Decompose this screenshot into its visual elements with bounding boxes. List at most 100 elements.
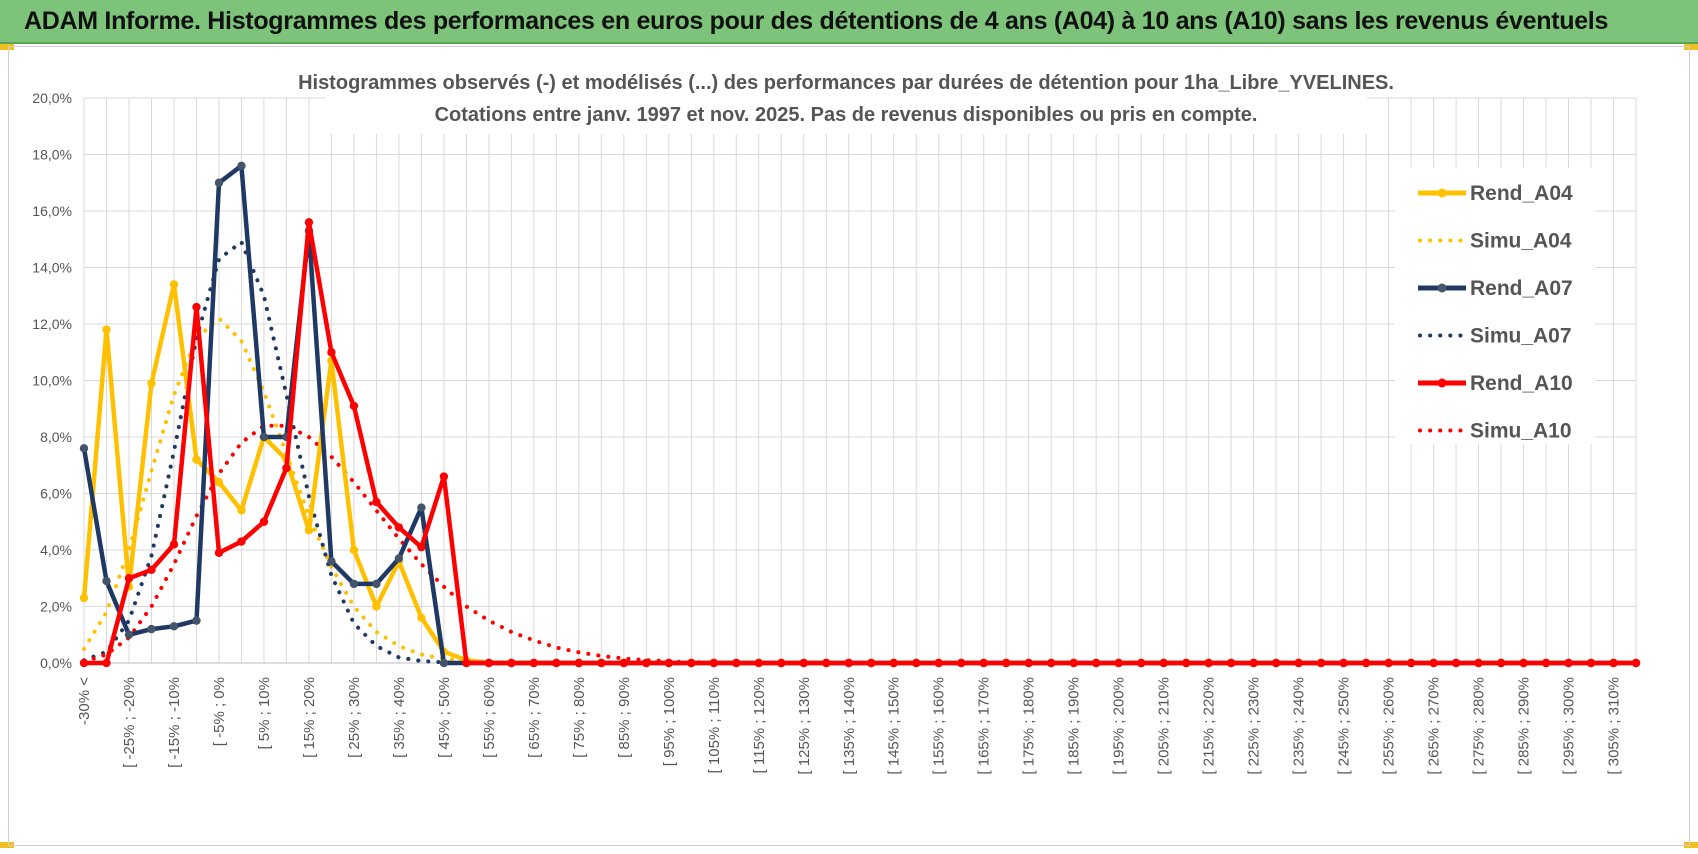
x-tick-label: [ 245% ; 250% (1336, 677, 1353, 775)
data-point (124, 574, 134, 583)
data-point (687, 658, 696, 668)
data-point (327, 348, 336, 357)
x-tick-label: [ 125% ; 130% (796, 677, 813, 775)
data-point (1631, 658, 1641, 668)
data-point (327, 557, 336, 566)
data-point (754, 658, 763, 668)
data-point (1294, 658, 1303, 668)
data-point (484, 658, 494, 668)
data-point (642, 658, 651, 668)
legend-label: Rend_A04 (1470, 182, 1573, 205)
y-tick-label: 4,0% (40, 542, 72, 558)
data-point (1586, 658, 1596, 668)
data-point (79, 658, 89, 668)
chart-series (79, 161, 1641, 668)
data-point (214, 478, 224, 487)
legend-label: Simu_A10 (1470, 420, 1572, 443)
y-tick-label: 8,0% (40, 429, 72, 445)
data-point (394, 554, 404, 563)
x-tick-label: [ -15% ; -10% (166, 677, 183, 768)
page-title: ADAM Informe. Histogrammes des performan… (24, 7, 1609, 35)
data-point (372, 579, 381, 589)
data-point (102, 576, 111, 586)
data-point (192, 455, 201, 464)
data-point (1451, 658, 1461, 668)
data-point (957, 658, 966, 668)
data-point (79, 593, 89, 603)
data-point (1541, 658, 1551, 668)
y-tick-label: 6,0% (40, 486, 72, 502)
x-tick-label: [ 5% ; 10% (256, 677, 273, 750)
data-point (372, 602, 381, 611)
data-point (1002, 658, 1011, 668)
chart-frame (8, 46, 1690, 846)
data-point (1564, 658, 1573, 668)
x-tick-label: [ 215% ; 220% (1201, 677, 1218, 775)
x-tick-label: [ 185% ; 190% (1066, 677, 1083, 775)
x-tick-label: [ 75% ; 80% (571, 677, 588, 758)
x-tick-label: -30% < (76, 677, 93, 725)
data-point (867, 658, 876, 668)
x-tick-label: [ 225% ; 230% (1246, 677, 1263, 775)
legend-label: Rend_A07 (1470, 277, 1573, 300)
data-point (1361, 658, 1371, 668)
data-point (169, 540, 179, 549)
data-point (732, 658, 741, 668)
corner-marker-top-right (1684, 44, 1698, 50)
data-point (282, 463, 291, 473)
data-point (597, 658, 606, 668)
data-point (1429, 658, 1438, 668)
x-tick-label: [ 15% ; 20% (301, 677, 318, 758)
data-point (709, 658, 718, 668)
data-point (349, 401, 359, 411)
data-point (889, 658, 898, 668)
data-point (169, 622, 179, 631)
data-point (147, 379, 156, 388)
data-point (844, 658, 853, 668)
data-point (1384, 658, 1393, 668)
x-axis: -30% < [ -25% ; -20% [ -15% ; -10% [ -5% ; … (76, 677, 1623, 775)
data-point (192, 302, 201, 312)
x-tick-label: [ 35% ; 40% (391, 677, 408, 758)
data-point (1316, 658, 1326, 668)
x-tick-label: [ 205% ; 210% (1156, 677, 1173, 775)
data-point (394, 523, 404, 532)
data-point (1204, 658, 1213, 668)
x-tick-label: [ 275% ; 280% (1471, 677, 1488, 775)
x-tick-label: [ 85% ; 90% (616, 677, 633, 758)
legend-background (1395, 168, 1595, 444)
x-tick-label: [ 105% ; 110% (706, 677, 723, 773)
x-tick-label: [ 155% ; 160% (931, 677, 948, 775)
data-point (1114, 658, 1123, 668)
data-point (1339, 658, 1348, 668)
data-point (102, 325, 111, 334)
data-point (372, 497, 381, 507)
data-point (214, 178, 224, 187)
x-tick-label: [ 115% ; 120% (751, 677, 768, 773)
data-point (417, 503, 426, 512)
y-tick-label: 16,0% (32, 203, 72, 219)
data-point (439, 658, 449, 668)
data-point (1181, 658, 1191, 668)
data-point (1609, 658, 1618, 668)
data-point (417, 542, 426, 552)
data-point (237, 161, 246, 170)
legend-marker (1437, 283, 1447, 293)
corner-marker-top-left (0, 44, 14, 50)
y-tick-label: 10,0% (32, 373, 72, 389)
data-point (79, 444, 89, 453)
x-tick-label: [ -25% ; -20% (121, 677, 138, 768)
legend-label: Rend_A10 (1470, 372, 1573, 395)
data-point (304, 526, 314, 535)
y-tick-label: 12,0% (32, 316, 72, 332)
data-point (552, 658, 561, 668)
data-point (1136, 658, 1146, 668)
legend-label: Simu_A07 (1470, 325, 1572, 348)
y-tick-label: 2,0% (40, 599, 72, 615)
data-point (777, 658, 786, 668)
data-point (1249, 658, 1258, 668)
x-tick-label: [ 65% ; 70% (526, 677, 543, 758)
data-point (147, 565, 156, 574)
data-point (619, 658, 629, 668)
